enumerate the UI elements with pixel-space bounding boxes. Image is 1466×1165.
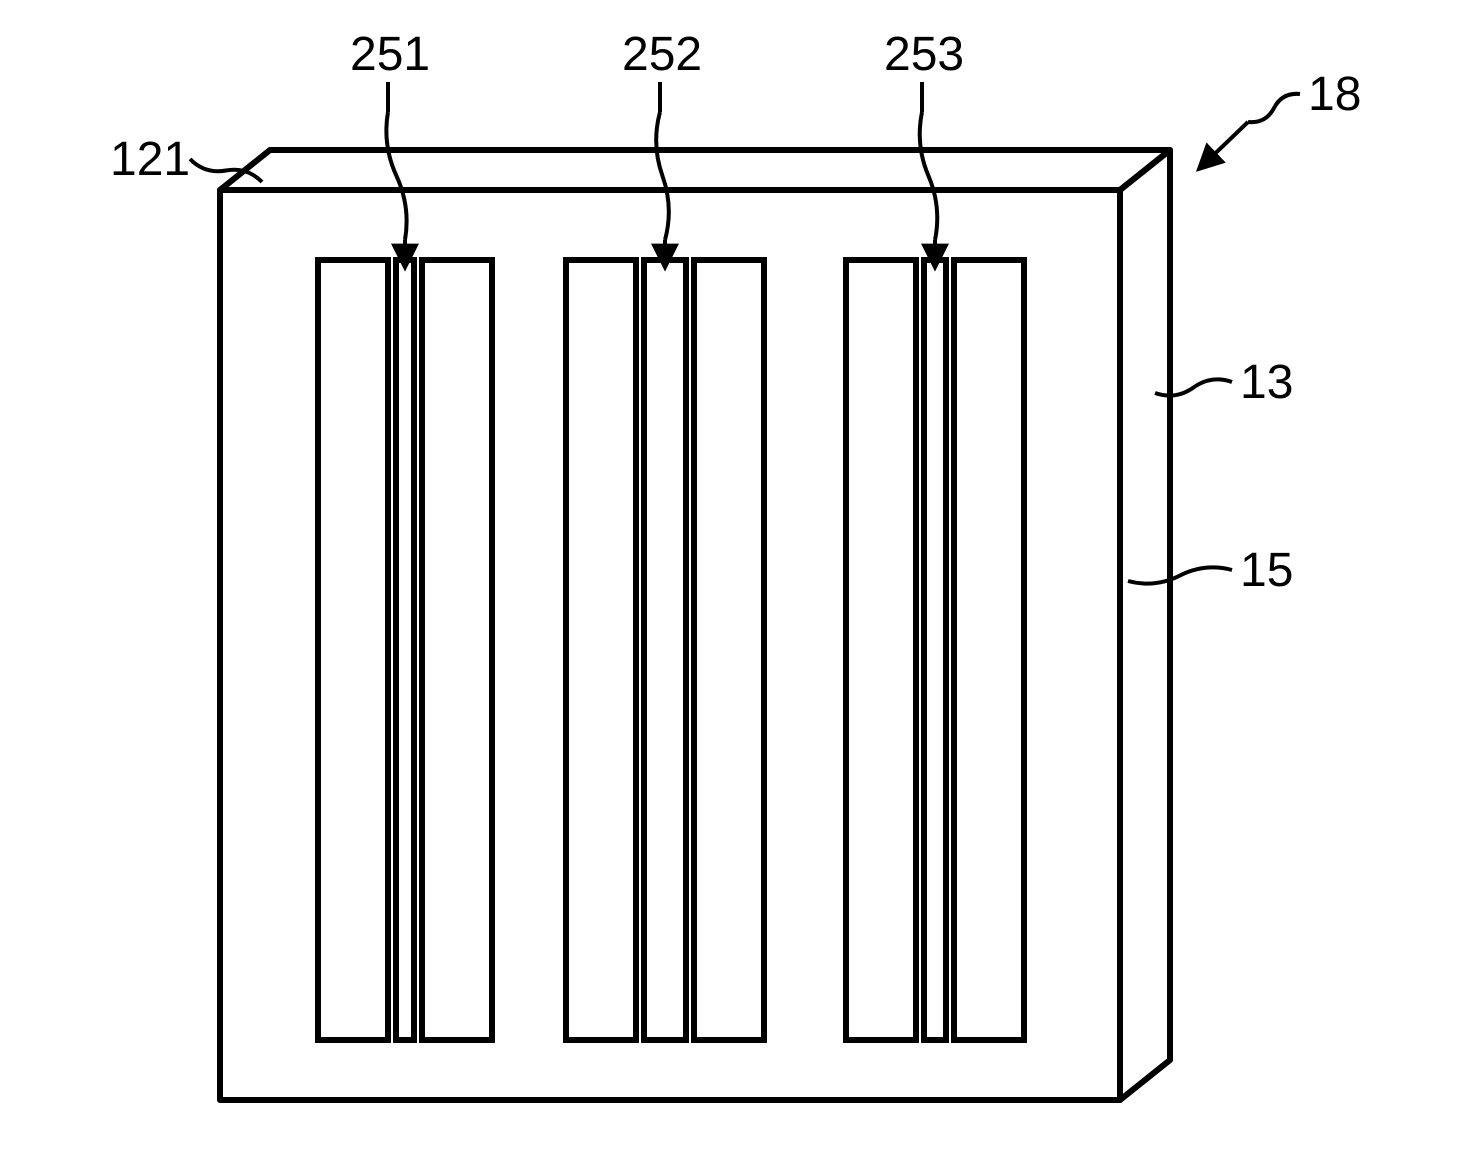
technical-diagram: 251 252 253 18 121 13 15	[0, 0, 1466, 1165]
label-15: 15	[1240, 544, 1293, 597]
label-13: 13	[1240, 356, 1293, 409]
front-slits	[318, 260, 1024, 1040]
label-18: 18	[1308, 68, 1361, 121]
leader-lines	[190, 82, 1300, 584]
label-252: 252	[622, 28, 702, 81]
label-251: 251	[350, 28, 430, 81]
label-253: 253	[884, 28, 964, 81]
label-121: 121	[110, 133, 190, 186]
callout-labels: 251 252 253 18 121 13 15	[110, 28, 1361, 597]
